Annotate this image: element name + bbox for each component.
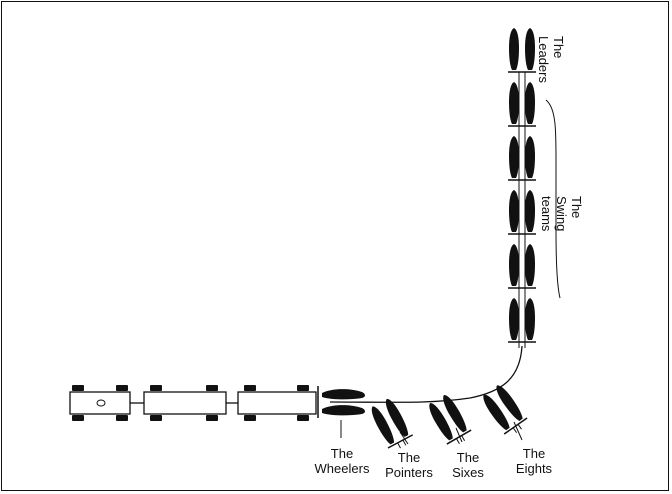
- swing-team-pair: [508, 82, 536, 132]
- label-eights: The Eights: [515, 446, 553, 476]
- leader-line: [455, 427, 463, 443]
- wagon: [237, 385, 317, 421]
- wheelers-pair: [317, 386, 365, 418]
- leader-line: [399, 431, 409, 445]
- label-sixes: The Sixes: [452, 450, 484, 480]
- swing-team-pair: [508, 190, 536, 240]
- leader-line: [513, 421, 523, 441]
- chain-curve: [329, 345, 523, 403]
- label-wheelers: The Wheelers: [314, 446, 370, 476]
- swing-team-pair: [508, 136, 536, 186]
- label-swing-teams: The Swing teams: [539, 196, 584, 232]
- eights-pair: [479, 382, 531, 439]
- wagon: [69, 385, 131, 421]
- pointers-pair: [367, 396, 415, 453]
- swing-bracket: [545, 99, 561, 299]
- swing-team-pair: [508, 298, 536, 348]
- label-pointers: The Pointers: [385, 450, 433, 480]
- leaders-pair: [508, 28, 536, 78]
- wagon: [143, 385, 227, 421]
- swing-team-pair: [508, 244, 536, 294]
- sixes-pair: [425, 392, 474, 449]
- label-leaders: The Leaders: [536, 36, 566, 83]
